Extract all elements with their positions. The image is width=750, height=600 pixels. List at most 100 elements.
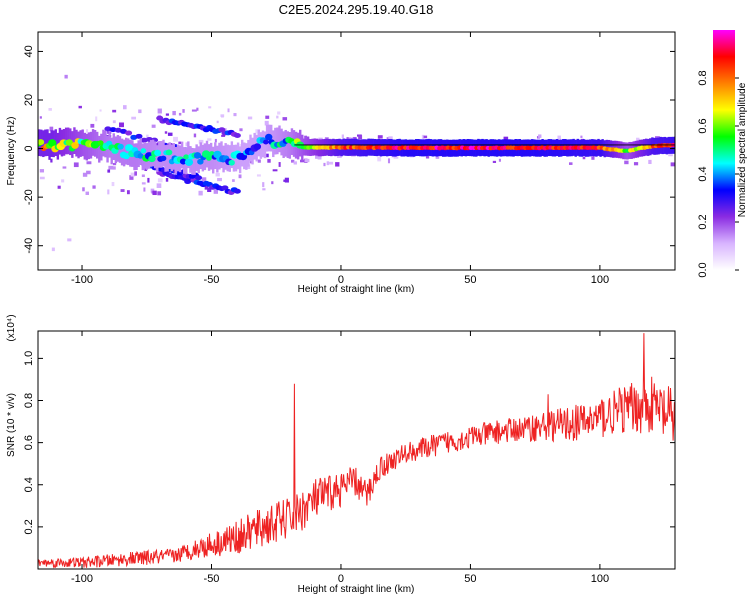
spectrogram-noise-cell [393, 154, 399, 159]
spectrogram-noise-cell [425, 155, 430, 159]
spectrogram-noise-cell [157, 178, 163, 183]
spectrogram-side-track-cell [104, 126, 112, 132]
spectrogram-ridge-cell [154, 149, 162, 157]
spectrogram-noise-cell [64, 74, 68, 79]
spectrogram-ridge-halo [278, 125, 281, 153]
spectrogram-noise-cell [216, 120, 219, 124]
spectrogram-noise-cell [123, 105, 127, 110]
spectrogram-noise-cell [318, 137, 323, 141]
spectrogram-noise-cell [165, 177, 169, 182]
spectrogram-ridge-halo [58, 127, 62, 155]
spectrogram-noise-cell [39, 169, 45, 173]
snr-series-line [38, 333, 675, 569]
spectrogram-noise-cell [498, 158, 501, 162]
spectrogram-noise-cell [95, 116, 98, 122]
spectrogram-ridge-cell [263, 139, 269, 145]
spectrogram-side-track-cell [195, 175, 203, 181]
spectrogram-noise-cell [178, 112, 182, 116]
spectrogram-noise-cell [271, 181, 274, 185]
spectrogram-noise-cell [92, 185, 96, 189]
spectrogram-ridge-halo [160, 141, 163, 168]
spectrogram-noise-cell [152, 190, 157, 196]
spectrogram-ridge-cell [253, 143, 262, 150]
spectrogram-ytick-label: 0 [23, 146, 35, 152]
spectrogram-ridge-halo [276, 127, 279, 155]
spectrogram-ridge-cell [38, 139, 45, 146]
spectrogram-xtick-label: 0 [338, 274, 344, 286]
spectrogram-noise-cell [582, 156, 586, 160]
spectrogram-noise-cell [208, 106, 212, 109]
spectrogram-noise-cell [278, 162, 281, 167]
snr-scale-note: (x10⁴) [6, 314, 17, 341]
spectrogram-ytick-label: 40 [23, 45, 35, 57]
spectrogram-noise-cell [538, 134, 542, 138]
spectrogram-ridge-cell [140, 148, 147, 154]
snr-xtick-label: -50 [204, 573, 220, 585]
spectrogram-noise-cell [233, 113, 237, 117]
spectrogram-noise-cell [388, 136, 393, 142]
spectrogram-noise-cell [323, 162, 326, 167]
spectrogram-ridge-halo [212, 146, 215, 174]
spectrogram-ridge-halo [46, 129, 49, 157]
spectrogram-noise-cell [112, 109, 117, 113]
spectrogram-ytick-label: 20 [23, 94, 35, 106]
snr-ytick-label: 0.4 [23, 477, 35, 492]
spectrogram-noise-cell [358, 135, 363, 140]
spectrogram-noise-cell [107, 189, 110, 195]
spectrogram-noise-cell [247, 116, 253, 120]
snr-xtick-label: 50 [464, 573, 476, 585]
spectrogram-noise-cell [156, 183, 162, 188]
spectrogram-noise-cell [348, 137, 352, 141]
spectrogram-ridge-cell [137, 153, 144, 159]
spectrogram-noise-cell [134, 171, 137, 176]
spectrogram-ridge-cell [65, 139, 73, 146]
spectrogram-noise-cell [282, 117, 288, 121]
spectrogram-noise-cell [276, 115, 279, 119]
spectrogram-noise-cell [435, 154, 440, 159]
spectrogram-ylabel: Frequency (Hz) [6, 117, 17, 186]
spectrogram-noise-cell [172, 110, 176, 116]
colorbar: 0.0 0.2 0.4 0.6 0.8 Normalized spectral ampl… [697, 30, 748, 278]
spectrogram-noise-cell [232, 179, 235, 182]
spectrogram-noise-cell [227, 108, 230, 113]
spectrogram-noise-cell [178, 141, 182, 145]
spectrogram-noise-cell [317, 155, 322, 160]
spectrogram-noise-cell [108, 165, 114, 170]
spectrogram-side-track-cell [233, 188, 241, 194]
spectrogram-ridge-halo [288, 132, 292, 159]
spectrogram-noise-cell [207, 138, 212, 141]
spectrogram-noise-cell [131, 116, 137, 120]
colorbar-tick-label: 0.8 [697, 70, 709, 85]
spectrogram-ridge-cell [265, 133, 273, 141]
spectrogram-noise-cell [624, 160, 629, 165]
spectrogram-noise-cell [82, 187, 85, 192]
spectrogram-ridge-halo [274, 127, 277, 155]
spectrogram-noise-cell [173, 136, 178, 142]
spectrogram-ridge-halo [44, 129, 47, 157]
spectrogram-noise-cell [421, 134, 425, 140]
spectrogram-noise-cell [49, 126, 54, 132]
spectrogram-noise-cell [238, 174, 242, 179]
spectrogram-noise-cell [306, 136, 310, 140]
snr-xtick-label: 100 [591, 573, 609, 585]
spectrogram-noise-cell [293, 161, 297, 165]
snr-xtick-label: 0 [338, 573, 344, 585]
spectrogram-noise-cell [73, 162, 79, 168]
spectrogram-noise-cell [291, 159, 295, 163]
spectrogram-noise-cell [262, 182, 265, 188]
spectrogram-noise-cell [78, 105, 82, 109]
spectrogram-ridge-halo [156, 145, 159, 172]
spectrogram-noise-cell [119, 122, 124, 128]
spectrogram-noise-cell [193, 133, 197, 138]
spectrogram-noise-cell [111, 182, 115, 187]
spectrogram-side-track-cell [135, 133, 143, 139]
spectrogram-noise-cell [503, 136, 509, 141]
spectrogram-noise-cell [277, 111, 281, 115]
spectrogram-ytick-label: -20 [23, 189, 35, 205]
spectrogram-ridge-cell [97, 140, 104, 146]
spectrogram-ridge-cell [183, 154, 189, 160]
spectrogram-noise-cell [157, 191, 162, 196]
spectrogram-ridge-cell [71, 141, 79, 149]
spectrogram-noise-cell [580, 135, 583, 139]
